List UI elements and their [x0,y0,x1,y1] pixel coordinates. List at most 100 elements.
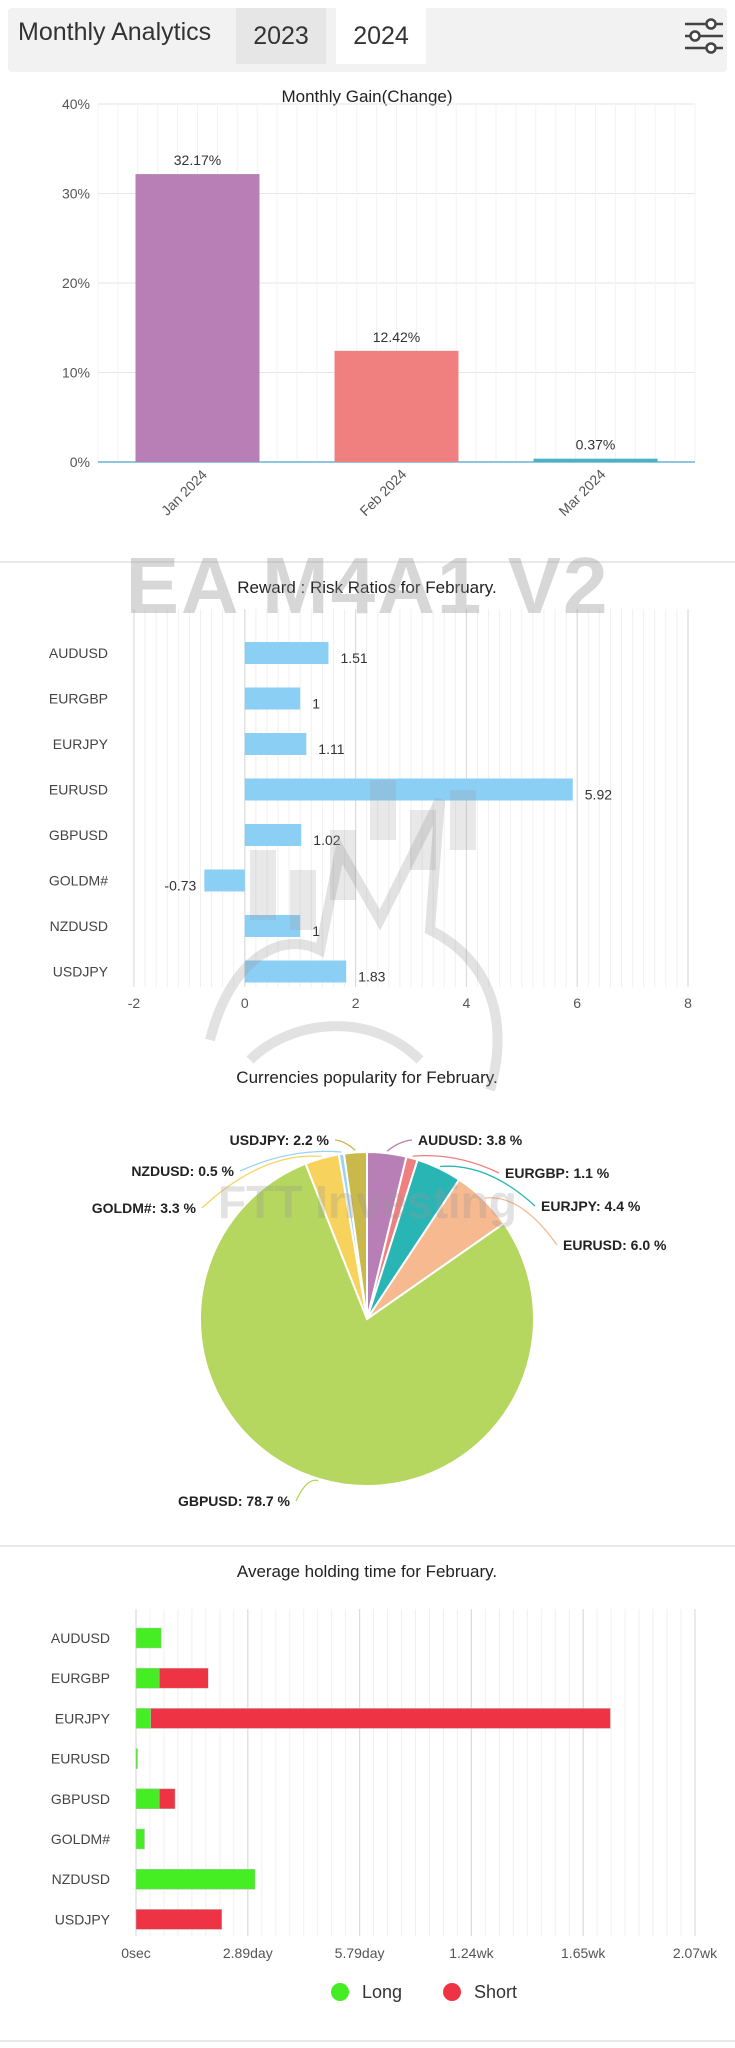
data-label: 12.42% [373,329,420,345]
pie-label: GBPUSD: 78.7 % [178,1493,291,1509]
pie-leader-line [439,1165,536,1207]
tab-2023[interactable]: 2023 [236,8,326,64]
currencies-popularity-chart: Currencies popularity for February. AUDUS… [92,1068,667,1509]
y-tick-label: EURJPY [55,1710,111,1726]
data-label: -0.73 [164,878,196,894]
y-tick-label: GOLDM# [51,1831,110,1847]
bar [244,642,329,664]
y-tick-label: 20% [62,275,90,291]
legend-marker [331,1983,349,2001]
y-tick-label: 10% [62,365,90,381]
data-label: 32.17% [174,152,221,168]
x-tick-label: 8 [684,995,692,1011]
bar-long [135,1828,145,1850]
legend-marker [443,1983,461,2001]
bar [533,458,658,462]
y-tick-label: AUDUSD [49,645,108,661]
chart-title: Average holding time for February. [237,1562,497,1581]
chart-title: Currencies popularity for February. [236,1068,497,1087]
bar [244,915,301,937]
x-tick-label: Mar 2024 [555,466,608,519]
y-tick-label: GOLDM# [49,873,108,889]
tab-2023-label: 2023 [253,21,309,50]
y-tick-label: NZDUSD [50,918,108,934]
tab-2024-label: 2024 [353,21,409,50]
legend-label: Short [474,1982,517,2002]
y-tick-label: 40% [62,96,90,112]
x-tick-label: Jan 2024 [158,466,210,518]
pie-leader-line [239,1150,342,1172]
bar-long [135,1667,160,1689]
pie-slice [342,1150,368,1320]
bar-long [135,1708,151,1729]
pie-leader-line [484,1197,558,1246]
x-tick-label: 1.24wk [449,1945,494,1961]
x-tick-label: 5.79day [335,1945,385,1961]
page-title: Monthly Analytics [18,18,212,46]
x-tick-label: 1.65wk [561,1945,606,1961]
data-label: 5.92 [585,787,612,803]
x-tick-label: -2 [128,995,141,1011]
data-label: 1.02 [313,832,340,848]
monthly-gain-panel: Monthly Gain(Change) 0% 10% 20% 30% 40% 32.17%… [0,76,735,561]
reward-risk-chart: Reward : Risk Ratios for February. -2 0 2 4 6… [49,578,692,1011]
x-tick-label: 2.89day [223,1945,273,1961]
currencies-popularity-panel: Currencies popularity for February. AUDUS… [0,1053,735,1545]
x-tick-label: Feb 2024 [356,466,409,519]
chart-title: Monthly Gain(Change) [281,87,452,106]
y-tick-label: EURUSD [51,1751,110,1767]
data-label: 1.51 [340,650,367,666]
y-tick-label: EURGBP [51,1670,110,1686]
bar-short [150,1708,611,1729]
y-tick-label: EURGBP [49,691,108,707]
bar [244,687,301,710]
sliders-icon [685,18,723,54]
y-tick-label: USDJPY [55,1911,111,1927]
x-tick-label: 0 [241,995,249,1011]
bar [135,174,260,462]
y-tick-label: EURJPY [53,736,109,752]
legend-label: Long [362,1982,402,2002]
bar-long [135,1788,160,1810]
pie-slice [199,1162,535,1487]
watermark-subtext: FTT Investing [218,1176,517,1228]
pie-label: EURGBP: 1.1 % [505,1165,610,1181]
pie-label: GOLDM#: 3.3 % [92,1200,197,1216]
pie-label: EURJPY: 4.4 % [541,1198,641,1214]
bar [244,824,302,846]
bar-short [135,1909,223,1930]
pie-label: NZDUSD: 0.5 % [131,1163,234,1179]
bar [244,733,307,755]
pie-leader-line [386,1139,413,1152]
y-tick-label: GBPUSD [51,1791,110,1807]
y-tick-label: AUDUSD [51,1630,110,1646]
data-label: 1.83 [358,969,385,985]
bar-long [135,1627,162,1649]
x-tick-label: 2 [352,995,360,1011]
bar [334,350,459,462]
y-tick-label: GBPUSD [49,827,108,843]
tab-2024[interactable]: 2024 [336,8,426,64]
pie-leader-line [295,1479,319,1502]
reward-risk-panel: Reward : Risk Ratios for February. -2 0 2 4 6… [0,561,735,1055]
data-label: 1 [312,923,320,939]
holding-time-chart: Average holding time for February. 0sec 2.… [51,1562,718,2002]
bar [204,869,245,892]
data-label: 1.11 [318,741,344,757]
bar-long [135,1748,138,1769]
x-tick-label: 0sec [121,1945,151,1961]
y-tick-label: 0% [70,454,90,470]
bar-short [158,1667,209,1689]
data-label: 1 [312,696,320,712]
bar-short [158,1788,176,1810]
y-tick-label: USDJPY [53,964,109,980]
holding-time-panel: Average holding time for February. 0sec 2.… [0,1545,735,2042]
pie-leader-line [334,1139,356,1151]
x-tick-label: 2.07wk [673,1945,718,1961]
x-tick-label: 6 [573,995,581,1011]
watermark-text: EA M4A1 V2 [125,541,610,630]
pie-label: USDJPY: 2.2 % [230,1132,330,1148]
bar-long [135,1868,256,1890]
pie-leader-line [412,1155,500,1174]
filter-button[interactable] [681,16,727,56]
